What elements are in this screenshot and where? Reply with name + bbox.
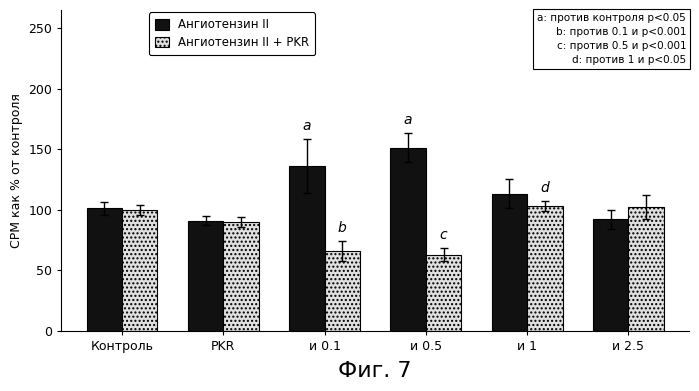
Y-axis label: СРМ как % от контроля: СРМ как % от контроля xyxy=(10,93,23,248)
Bar xyxy=(188,221,223,331)
Bar xyxy=(628,207,664,331)
Bar xyxy=(491,194,527,331)
Bar xyxy=(324,251,360,331)
Text: a: a xyxy=(303,119,311,133)
Text: c: c xyxy=(440,228,447,242)
Bar xyxy=(289,166,324,331)
Bar xyxy=(527,206,563,331)
Bar xyxy=(87,208,122,331)
Legend: Ангиотензин II, Ангиотензин II + PKR: Ангиотензин II, Ангиотензин II + PKR xyxy=(149,13,315,55)
Text: d: d xyxy=(540,181,549,195)
X-axis label: Фиг. 7: Фиг. 7 xyxy=(338,361,412,381)
Text: a: против контроля p<0.05
b: против 0.1 и p<0.001
c: против 0.5 и p<0.001
d: про: a: против контроля p<0.05 b: против 0.1 … xyxy=(538,13,686,65)
Bar xyxy=(391,148,426,331)
Bar xyxy=(593,219,628,331)
Text: a: a xyxy=(404,113,412,127)
Bar xyxy=(122,210,157,331)
Bar xyxy=(426,255,461,331)
Bar xyxy=(223,222,259,331)
Text: b: b xyxy=(338,221,347,235)
